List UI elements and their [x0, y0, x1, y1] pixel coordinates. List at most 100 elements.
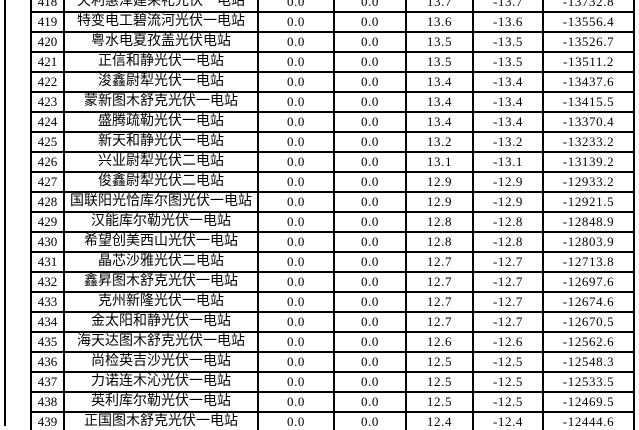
value-cell-4: -12.6	[472, 331, 544, 353]
table-row: 424 盛腾疏勒光伏一电站 0.0 0.0 13.4 -13.4 -13370.4	[30, 111, 635, 133]
station-name-cell: 国联阳光恰库尔图光伏一电站	[63, 191, 259, 213]
row-number-cell: 429	[30, 211, 65, 233]
row-number-cell: 423	[30, 91, 65, 113]
value-cell-1: 0.0	[257, 171, 335, 193]
value-cell-4: -13.2	[472, 131, 544, 153]
value-cell-2: 0.0	[333, 31, 407, 53]
value-cell-5: -13415.5	[542, 91, 635, 113]
value-cell-3: 12.9	[405, 171, 474, 193]
value-cell-2: 0.0	[333, 211, 407, 233]
value-cell-3: 12.7	[405, 271, 474, 293]
row-number-cell: 427	[30, 171, 65, 193]
station-name-cell: 汉能库尔勒光伏一电站	[63, 211, 259, 233]
value-cell-3: 12.9	[405, 191, 474, 213]
value-cell-2: 0.0	[333, 11, 407, 33]
station-name-cell: 新天和静光伏一电站	[63, 131, 259, 153]
value-cell-4: -13.5	[472, 31, 544, 53]
row-number-cell: 434	[30, 311, 65, 333]
value-cell-4: -13.4	[472, 91, 544, 113]
value-cell-5: -12933.2	[542, 171, 635, 193]
value-cell-1: 0.0	[257, 211, 335, 233]
value-cell-2: 0.0	[333, 151, 407, 173]
table-row: 427 俊鑫尉犁光伏二电站 0.0 0.0 12.9 -12.9 -12933.2	[30, 171, 635, 193]
table-row: 429 汉能库尔勒光伏一电站 0.0 0.0 12.8 -12.8 -12848.9	[30, 211, 635, 233]
value-cell-5: -12444.6	[542, 411, 635, 430]
value-cell-1: 0.0	[257, 71, 335, 93]
table-row: 423 蒙新图木舒克光伏一电站 0.0 0.0 13.4 -13.4 -13415.5	[30, 91, 635, 113]
value-cell-2: 0.0	[333, 51, 407, 73]
value-cell-3: 12.6	[405, 331, 474, 353]
value-cell-2: 0.0	[333, 131, 407, 153]
value-cell-1: 0.0	[257, 151, 335, 173]
value-cell-1: 0.0	[257, 131, 335, 153]
station-name-cell: 特变电工碧流河光伏一电站	[63, 11, 259, 33]
table-row: 431 晶芯沙雅光伏二电站 0.0 0.0 12.7 -12.7 -12713.8	[30, 251, 635, 273]
value-cell-5: -13139.2	[542, 151, 635, 173]
station-name-cell: 天利惠泽建来礼光伏一电站	[63, 0, 259, 13]
row-number-cell: 425	[30, 131, 65, 153]
value-cell-2: 0.0	[333, 171, 407, 193]
station-name-cell: 正国图木舒克光伏一电站	[63, 411, 259, 430]
row-number-cell: 432	[30, 271, 65, 293]
station-name-cell: 鑫昇图木舒克光伏一电站	[63, 271, 259, 293]
table-row: 422 浚鑫尉犁光伏一电站 0.0 0.0 13.4 -13.4 -13437.6	[30, 71, 635, 93]
row-number-cell: 435	[30, 331, 65, 353]
value-cell-1: 0.0	[257, 111, 335, 133]
row-number-cell: 437	[30, 371, 65, 393]
value-cell-2: 0.0	[333, 111, 407, 133]
value-cell-4: -12.8	[472, 211, 544, 233]
table-row: 425 新天和静光伏一电站 0.0 0.0 13.2 -13.2 -13233.2	[30, 131, 635, 153]
value-cell-3: 13.2	[405, 131, 474, 153]
station-name-cell: 晶芯沙雅光伏二电站	[63, 251, 259, 273]
value-cell-4: -12.7	[472, 251, 544, 273]
value-cell-3: 12.5	[405, 391, 474, 413]
table-row: 436 尚检英吉沙光伏一电站 0.0 0.0 12.5 -12.5 -12548.3	[30, 351, 635, 373]
value-cell-2: 0.0	[333, 331, 407, 353]
value-cell-1: 0.0	[257, 291, 335, 313]
value-cell-3: 13.4	[405, 71, 474, 93]
value-cell-3: 13.7	[405, 0, 474, 13]
value-cell-1: 0.0	[257, 271, 335, 293]
row-number-cell: 431	[30, 251, 65, 273]
value-cell-5: -12713.8	[542, 251, 635, 273]
value-cell-3: 13.6	[405, 11, 474, 33]
value-cell-3: 13.4	[405, 111, 474, 133]
value-cell-5: -12469.5	[542, 391, 635, 413]
table-row: 418 天利惠泽建来礼光伏一电站 0.0 0.0 13.7 -13.7 -13732.8	[30, 0, 635, 13]
table-row: 438 英利库尔勒光伏一电站 0.0 0.0 12.5 -12.5 -12469.5	[30, 391, 635, 413]
value-cell-4: -12.8	[472, 231, 544, 253]
value-cell-1: 0.0	[257, 251, 335, 273]
station-name-cell: 正信和静光伏一电站	[63, 51, 259, 73]
value-cell-4: -13.4	[472, 71, 544, 93]
row-number-cell: 421	[30, 51, 65, 73]
row-number-cell: 418	[30, 0, 65, 13]
value-cell-1: 0.0	[257, 391, 335, 413]
value-cell-3: 12.4	[405, 411, 474, 430]
table-viewport: 418 天利惠泽建来礼光伏一电站 0.0 0.0 13.7 -13.7 -13732.8 41…	[30, 0, 636, 430]
value-cell-5: -13437.6	[542, 71, 635, 93]
value-cell-1: 0.0	[257, 31, 335, 53]
table-row: 434 金太阳和静光伏一电站 0.0 0.0 12.7 -12.7 -12670.5	[30, 311, 635, 333]
value-cell-1: 0.0	[257, 11, 335, 33]
value-cell-5: -12803.9	[542, 231, 635, 253]
value-cell-1: 0.0	[257, 51, 335, 73]
value-cell-3: 12.7	[405, 311, 474, 333]
value-cell-4: -12.4	[472, 411, 544, 430]
value-cell-2: 0.0	[333, 0, 407, 13]
value-cell-2: 0.0	[333, 411, 407, 430]
value-cell-3: 12.5	[405, 371, 474, 393]
station-name-cell: 英利库尔勒光伏一电站	[63, 391, 259, 413]
row-number-cell: 438	[30, 391, 65, 413]
value-cell-5: -12674.6	[542, 291, 635, 313]
value-cell-2: 0.0	[333, 231, 407, 253]
value-cell-1: 0.0	[257, 311, 335, 333]
value-cell-3: 13.5	[405, 31, 474, 53]
table-row: 433 克州新隆光伏一电站 0.0 0.0 12.7 -12.7 -12674.6	[30, 291, 635, 313]
value-cell-1: 0.0	[257, 231, 335, 253]
value-cell-5: -12548.3	[542, 351, 635, 373]
value-cell-1: 0.0	[257, 411, 335, 430]
value-cell-4: -12.9	[472, 171, 544, 193]
table-row: 420 粤水电夏孜盖光伏电站 0.0 0.0 13.5 -13.5 -13526.7	[30, 31, 635, 53]
row-number-cell: 419	[30, 11, 65, 33]
value-cell-2: 0.0	[333, 371, 407, 393]
